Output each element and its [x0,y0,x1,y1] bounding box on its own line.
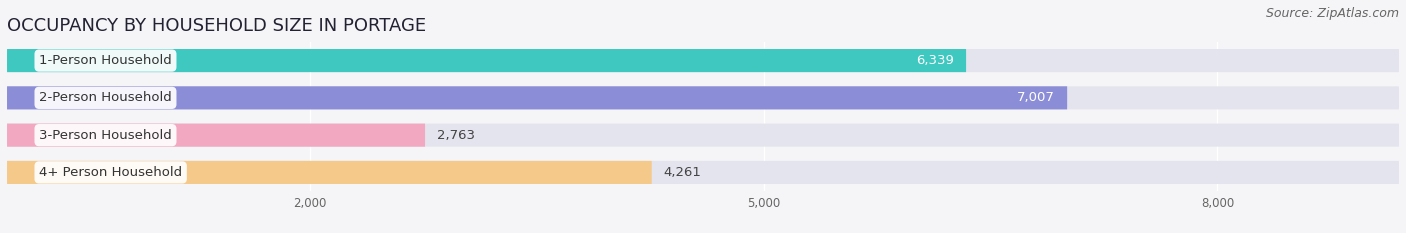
Text: Source: ZipAtlas.com: Source: ZipAtlas.com [1265,7,1399,20]
FancyBboxPatch shape [7,123,1399,147]
FancyBboxPatch shape [7,161,1399,184]
Text: 4,261: 4,261 [664,166,702,179]
Text: 1-Person Household: 1-Person Household [39,54,172,67]
FancyBboxPatch shape [7,49,966,72]
FancyBboxPatch shape [7,86,1067,110]
Text: 7,007: 7,007 [1017,91,1054,104]
Text: 3-Person Household: 3-Person Household [39,129,172,142]
Text: 2,763: 2,763 [437,129,475,142]
FancyBboxPatch shape [7,49,1399,72]
FancyBboxPatch shape [7,161,652,184]
Text: 4+ Person Household: 4+ Person Household [39,166,183,179]
Text: OCCUPANCY BY HOUSEHOLD SIZE IN PORTAGE: OCCUPANCY BY HOUSEHOLD SIZE IN PORTAGE [7,17,426,35]
FancyBboxPatch shape [7,86,1399,110]
Text: 2-Person Household: 2-Person Household [39,91,172,104]
Text: 6,339: 6,339 [917,54,955,67]
FancyBboxPatch shape [7,123,425,147]
